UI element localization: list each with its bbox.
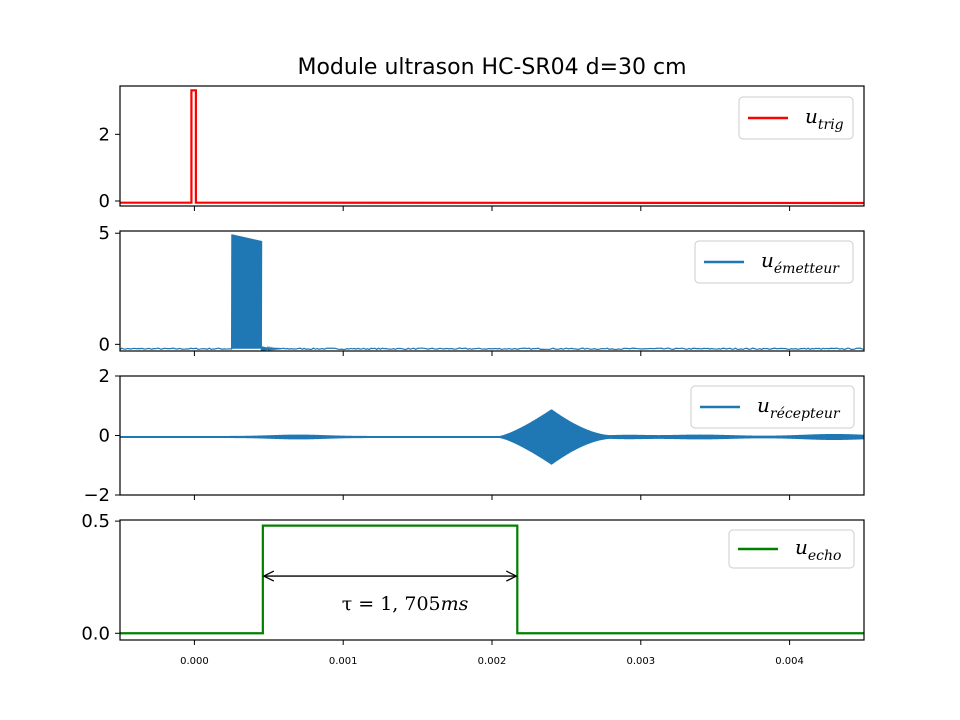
- legend-box: [694, 240, 854, 284]
- legend-label: uémetteur: [761, 248, 840, 277]
- plot-area-trig: [120, 89, 864, 205]
- plot-area-recepteur: [120, 409, 864, 465]
- legend-recepteur: urécepteur: [690, 385, 855, 429]
- legend-echo: uecho: [728, 529, 855, 569]
- chart-title: Module ultrason HC-SR04 d=30 cm: [297, 55, 686, 80]
- panel-emetteur: 0 5 uémetteur: [99, 223, 865, 356]
- legend-box: [728, 529, 855, 569]
- tau-arrow-left-head: [262, 570, 275, 582]
- y-tick-label: 5: [99, 223, 110, 244]
- legend-label: uecho: [795, 535, 841, 564]
- series-line-trig: [120, 89, 864, 205]
- x-tick-label: 0.001: [329, 656, 358, 667]
- x-tick-label: 0.002: [478, 656, 507, 667]
- y-tick-label: 0: [99, 334, 110, 355]
- x-tick-label: 0.003: [626, 656, 655, 667]
- x-tick-label: 0.004: [775, 656, 804, 667]
- x-tick-label: 0.000: [180, 656, 209, 667]
- y-tick-label: −2: [83, 485, 110, 506]
- legend-emetteur: uémetteur: [694, 240, 854, 284]
- legend-box: [690, 385, 855, 429]
- y-tick-label: 2: [99, 366, 110, 387]
- y-tick-label: 0.5: [81, 511, 110, 532]
- series-line-emetteur: [120, 234, 864, 351]
- series-line-echo: [120, 524, 864, 635]
- plot-area-echo: [120, 524, 864, 635]
- y-tick-label: 2: [99, 124, 110, 145]
- y-tick-label: 0: [99, 426, 110, 447]
- legend-label: urécepteur: [757, 393, 841, 422]
- plot-area-emetteur: [120, 234, 864, 351]
- tau-arrow-right-head: [506, 570, 518, 582]
- panel-trig: 0 2 utrig: [99, 85, 865, 212]
- panel-recepteur: −2 0 2 urécepteur: [83, 366, 865, 506]
- tau-label: τ = 1, 705ms: [342, 593, 469, 615]
- panel-echo: 0.000 0.001 0.002 0.003 0.004 0.0 0.5 uecho τ = …: [81, 511, 865, 667]
- legend-trig: utrig: [738, 96, 854, 140]
- series-line-recepteur: [120, 409, 864, 465]
- legend-label: utrig: [805, 104, 844, 133]
- y-tick-label: 0.0: [81, 623, 110, 644]
- legend-box: [738, 96, 854, 140]
- y-tick-label: 0: [99, 191, 110, 212]
